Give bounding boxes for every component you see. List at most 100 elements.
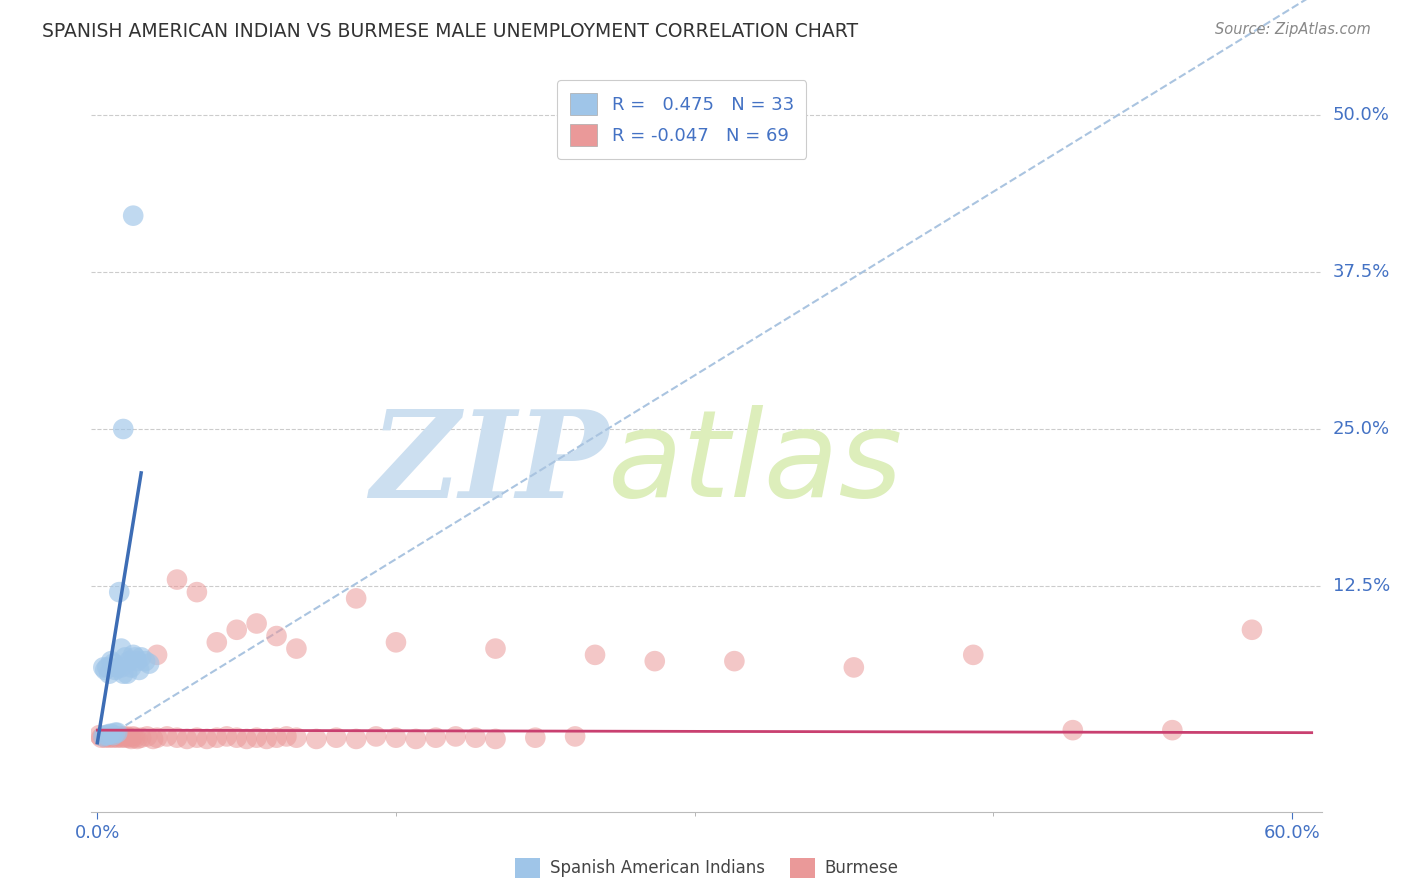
Point	[444, 730, 467, 744]
Point	[425, 731, 447, 745]
Point	[723, 654, 745, 668]
Point	[256, 731, 278, 746]
Point	[94, 728, 117, 742]
Point	[266, 731, 288, 745]
Point	[115, 666, 138, 681]
Point	[344, 591, 367, 606]
Point	[104, 725, 127, 739]
Point	[122, 730, 145, 744]
Text: SPANISH AMERICAN INDIAN VS BURMESE MALE UNEMPLOYMENT CORRELATION CHART: SPANISH AMERICAN INDIAN VS BURMESE MALE …	[42, 22, 858, 41]
Point	[215, 730, 238, 744]
Point	[100, 730, 122, 744]
Point	[110, 641, 132, 656]
Point	[91, 730, 114, 744]
Point	[235, 731, 257, 746]
Point	[484, 641, 506, 656]
Point	[108, 585, 131, 599]
Point	[1062, 723, 1084, 738]
Point	[285, 731, 308, 745]
Point	[127, 654, 149, 668]
Point	[91, 730, 114, 744]
Legend: Spanish American Indians, Burmese: Spanish American Indians, Burmese	[508, 851, 905, 885]
Point	[129, 731, 152, 745]
Point	[122, 209, 145, 223]
Point	[118, 731, 141, 745]
Text: 37.5%: 37.5%	[1333, 263, 1391, 281]
Point	[104, 663, 127, 677]
Point	[110, 660, 132, 674]
Point	[112, 730, 135, 744]
Point	[127, 731, 149, 746]
Point	[325, 731, 347, 745]
Point	[124, 731, 146, 745]
Point	[105, 725, 128, 739]
Point	[94, 663, 117, 677]
Point	[305, 731, 328, 746]
Point	[120, 731, 142, 746]
Point	[285, 641, 308, 656]
Text: 12.5%: 12.5%	[1333, 577, 1391, 595]
Text: ZIP: ZIP	[370, 404, 607, 523]
Point	[103, 731, 125, 745]
Point	[1240, 623, 1263, 637]
Point	[962, 648, 984, 662]
Point	[583, 648, 606, 662]
Point	[118, 654, 141, 668]
Point	[276, 730, 298, 744]
Point	[96, 730, 118, 744]
Point	[96, 660, 118, 674]
Point	[205, 731, 228, 745]
Point	[146, 648, 169, 662]
Point	[225, 731, 247, 745]
Point	[105, 731, 128, 745]
Point	[112, 666, 135, 681]
Point	[105, 660, 128, 674]
Point	[114, 731, 136, 745]
Point	[129, 650, 152, 665]
Point	[186, 585, 208, 599]
Point	[205, 635, 228, 649]
Point	[128, 663, 150, 677]
Point	[524, 731, 547, 745]
Point	[100, 654, 122, 668]
Point	[98, 731, 121, 745]
Point	[108, 730, 131, 744]
Point	[484, 731, 506, 746]
Point	[146, 731, 169, 745]
Point	[246, 731, 269, 745]
Point	[104, 730, 127, 744]
Point	[136, 730, 159, 744]
Text: Source: ZipAtlas.com: Source: ZipAtlas.com	[1215, 22, 1371, 37]
Point	[94, 731, 117, 745]
Point	[385, 635, 408, 649]
Point	[122, 648, 145, 662]
Point	[138, 657, 160, 671]
Point	[166, 573, 188, 587]
Point	[91, 660, 114, 674]
Text: atlas: atlas	[607, 405, 904, 522]
Point	[464, 731, 486, 745]
Point	[124, 650, 146, 665]
Point	[142, 731, 165, 746]
Point	[246, 616, 269, 631]
Point	[98, 727, 121, 741]
Point	[110, 731, 132, 745]
Point	[100, 727, 122, 741]
Point	[195, 731, 218, 746]
Point	[90, 731, 112, 745]
Point	[364, 730, 387, 744]
Point	[1161, 723, 1184, 738]
Point	[114, 650, 136, 665]
Point	[385, 731, 408, 745]
Point	[266, 629, 288, 643]
Point	[344, 731, 367, 746]
Point	[98, 666, 121, 681]
Point	[89, 728, 111, 742]
Point	[115, 730, 138, 744]
Point	[186, 731, 208, 745]
Text: 25.0%: 25.0%	[1333, 420, 1391, 438]
Point	[166, 731, 188, 745]
Point	[156, 730, 179, 744]
Point	[644, 654, 666, 668]
Point	[405, 731, 427, 746]
